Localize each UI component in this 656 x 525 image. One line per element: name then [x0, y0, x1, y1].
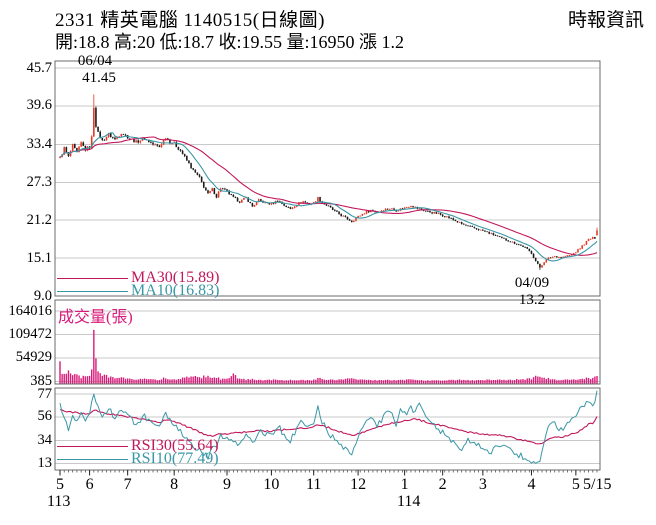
rsi-axis-label: 77	[37, 385, 53, 402]
rsi-axis-label: 34	[37, 432, 53, 449]
price-axis-label: 21.2	[26, 211, 52, 228]
x-axis-month-label: 8	[170, 476, 179, 493]
volume-pane-title: 成交量(張)	[58, 309, 133, 326]
ma10-line	[59, 132, 598, 262]
ma30-line	[59, 136, 598, 256]
volume-axis-label: 385	[30, 373, 52, 389]
price-axis-label: 39.6	[26, 97, 52, 114]
ma10-legend-label: MA10(16.83)	[131, 282, 220, 299]
x-axis-month-label: 5	[571, 476, 580, 493]
volume-pane-border	[54, 299, 601, 385]
x-axis-month-label: 12	[350, 476, 367, 493]
x-axis-month-label: 6	[85, 476, 94, 493]
rsi-axis-label: 13	[37, 455, 53, 471]
price-pane-border	[54, 60, 601, 297]
rsi10-legend-swatch	[57, 459, 128, 460]
data-source-label: 時報資訊	[567, 10, 644, 31]
x-axis-end-label: 5/15	[583, 476, 612, 493]
low-annotation-value: 13.2	[518, 292, 546, 308]
rsi-axis-label: 56	[37, 408, 53, 425]
price-axis-label: 27.3	[26, 173, 52, 190]
x-axis-year-right: 114	[397, 493, 421, 510]
x-axis-month-label: 10	[263, 476, 280, 493]
price-axis-label: 15.1	[26, 249, 52, 266]
high-annotation-date: 06/04	[77, 53, 113, 69]
ma30-legend-label: MA30(15.89)	[131, 269, 220, 286]
x-axis-month-label: 11	[305, 476, 322, 493]
x-axis-month-label: 3	[478, 476, 487, 493]
rsi-pane-border	[54, 387, 601, 471]
price-axis-label: 33.4	[26, 135, 52, 152]
chart-title: 2331 精英電腦 1140515(日線圖)	[55, 10, 325, 31]
low-annotation-date: 04/09	[514, 275, 550, 291]
rsi10-line	[59, 390, 598, 464]
price-axis-label: 9.0	[33, 287, 52, 304]
rsi10-legend-label: RSI10(77.49)	[131, 450, 219, 467]
rsi30-legend-swatch	[57, 446, 128, 447]
ma10-legend-swatch	[57, 291, 128, 292]
x-axis-month-label: 5	[56, 476, 64, 493]
rsi30-legend-label: RSI30(55.64)	[131, 437, 219, 454]
volume-bars	[59, 329, 598, 384]
price-axis-label: 45.7	[26, 59, 52, 76]
x-axis-month-label: 7	[123, 476, 132, 493]
x-axis-month-label: 1	[400, 476, 409, 493]
x-axis-month-label: 2	[438, 476, 447, 493]
x-axis-month-label: 9	[223, 476, 232, 493]
x-axis-month-label: 4	[527, 476, 536, 493]
high-annotation-value: 41.45	[82, 70, 116, 86]
ma30-legend-swatch	[57, 278, 128, 279]
volume-axis-label: 164016	[8, 302, 53, 319]
ohlc-info-line: 開:18.8 高:20 低:18.7 收:19.55 量:16950 漲 1.2	[55, 32, 405, 52]
volume-axis-label: 109472	[8, 326, 53, 342]
x-axis-year-left: 113	[47, 493, 71, 510]
volume-axis-label: 54929	[15, 349, 52, 366]
